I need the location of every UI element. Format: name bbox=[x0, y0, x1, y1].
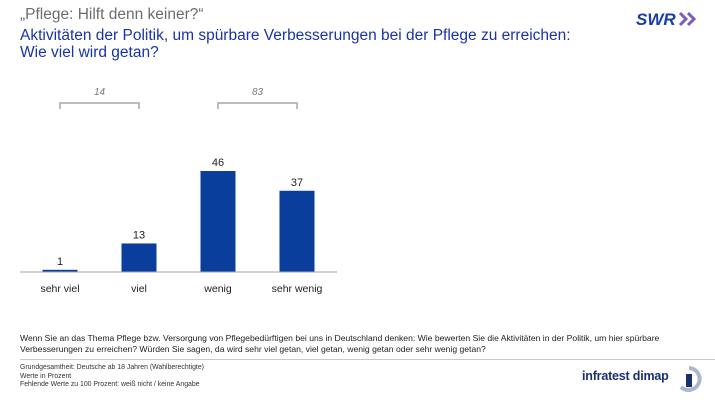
category-label-2: viel bbox=[131, 283, 147, 295]
chart-heading: Aktivitäten der Politik, um spürbare Ver… bbox=[20, 27, 620, 61]
category-label-4: sehr wenig bbox=[272, 283, 323, 295]
bar-value-label-1: 1 bbox=[57, 256, 63, 268]
bar-value-label-4: 37 bbox=[291, 177, 303, 189]
swr-chevron-icon-2 bbox=[686, 11, 697, 27]
swr-logo: SWR bbox=[636, 10, 697, 29]
bracket-1 bbox=[59, 102, 140, 109]
footer-divider bbox=[20, 359, 715, 360]
bar-group: 1 sehr viel 13 viel 46 wenig 37 sehr wenig bbox=[40, 157, 322, 295]
category-label-3: wenig bbox=[203, 283, 232, 295]
bar-chart: 14 83 1 sehr viel 13 viel 46 wenig 37 sehr wenig bbox=[20, 87, 337, 295]
infratest-logo-icon bbox=[679, 366, 702, 392]
swr-logo-text: SWR bbox=[636, 10, 676, 29]
bracket-2 bbox=[217, 102, 298, 109]
infratest-logo-text: infratest dimap bbox=[582, 369, 669, 383]
bar-value-label-3: 46 bbox=[212, 157, 224, 169]
kicker-title: „Pflege: Hilft denn keiner?“ bbox=[20, 6, 204, 23]
footnote-missing: Fehlende Werte zu 100 Prozent: weiß nich… bbox=[20, 381, 200, 389]
bar-4 bbox=[279, 190, 315, 272]
bar-3 bbox=[200, 171, 236, 272]
survey-question: Wenn Sie an das Thema Pflege bzw. Versor… bbox=[20, 333, 660, 354]
heading-line-2: Wie viel wird getan? bbox=[20, 44, 159, 61]
footnotes: Grundgesamtheit: Deutsche ab 18 Jahren (… bbox=[20, 364, 204, 390]
bar-value-label-2: 13 bbox=[133, 229, 145, 241]
bar-1 bbox=[42, 269, 78, 272]
bracket-group: 14 83 bbox=[59, 87, 298, 109]
category-label-1: sehr viel bbox=[40, 283, 79, 295]
footnote-population: Grundgesamtheit: Deutsche ab 18 Jahren (… bbox=[20, 364, 204, 371]
heading-line-1: Aktivitäten der Politik, um spürbare Ver… bbox=[20, 27, 571, 44]
swr-chevron-icon-1 bbox=[678, 11, 689, 27]
bracket-label-2: 83 bbox=[252, 87, 264, 98]
bar-2 bbox=[121, 243, 157, 272]
bracket-label-1: 14 bbox=[94, 87, 106, 98]
footnote-units: Werte in Prozent bbox=[20, 372, 72, 380]
